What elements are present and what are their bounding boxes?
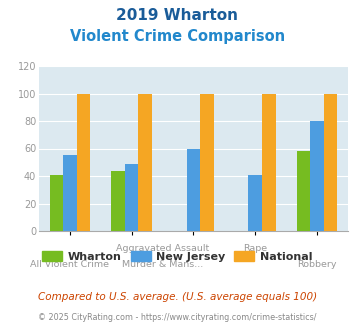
Bar <box>187 148 200 231</box>
Bar <box>77 93 90 231</box>
Text: Murder & Mans...: Murder & Mans... <box>122 260 203 269</box>
Text: 2019 Wharton: 2019 Wharton <box>116 8 239 23</box>
Text: Rape: Rape <box>243 244 267 253</box>
Legend: Wharton, New Jersey, National: Wharton, New Jersey, National <box>38 247 317 267</box>
Bar <box>63 155 77 231</box>
Text: Violent Crime Comparison: Violent Crime Comparison <box>70 29 285 44</box>
Bar <box>310 121 324 231</box>
Bar <box>138 93 152 231</box>
Bar <box>248 175 262 231</box>
Text: Aggravated Assault: Aggravated Assault <box>116 244 209 253</box>
Bar <box>324 93 337 231</box>
Bar <box>111 171 125 231</box>
Bar <box>200 93 214 231</box>
Text: Compared to U.S. average. (U.S. average equals 100): Compared to U.S. average. (U.S. average … <box>38 292 317 302</box>
Bar <box>262 93 275 231</box>
Text: Robbery: Robbery <box>297 260 337 269</box>
Bar <box>50 175 63 231</box>
Bar <box>297 151 310 231</box>
Text: © 2025 CityRating.com - https://www.cityrating.com/crime-statistics/: © 2025 CityRating.com - https://www.city… <box>38 313 317 322</box>
Text: All Violent Crime: All Violent Crime <box>31 260 109 269</box>
Bar <box>125 164 138 231</box>
